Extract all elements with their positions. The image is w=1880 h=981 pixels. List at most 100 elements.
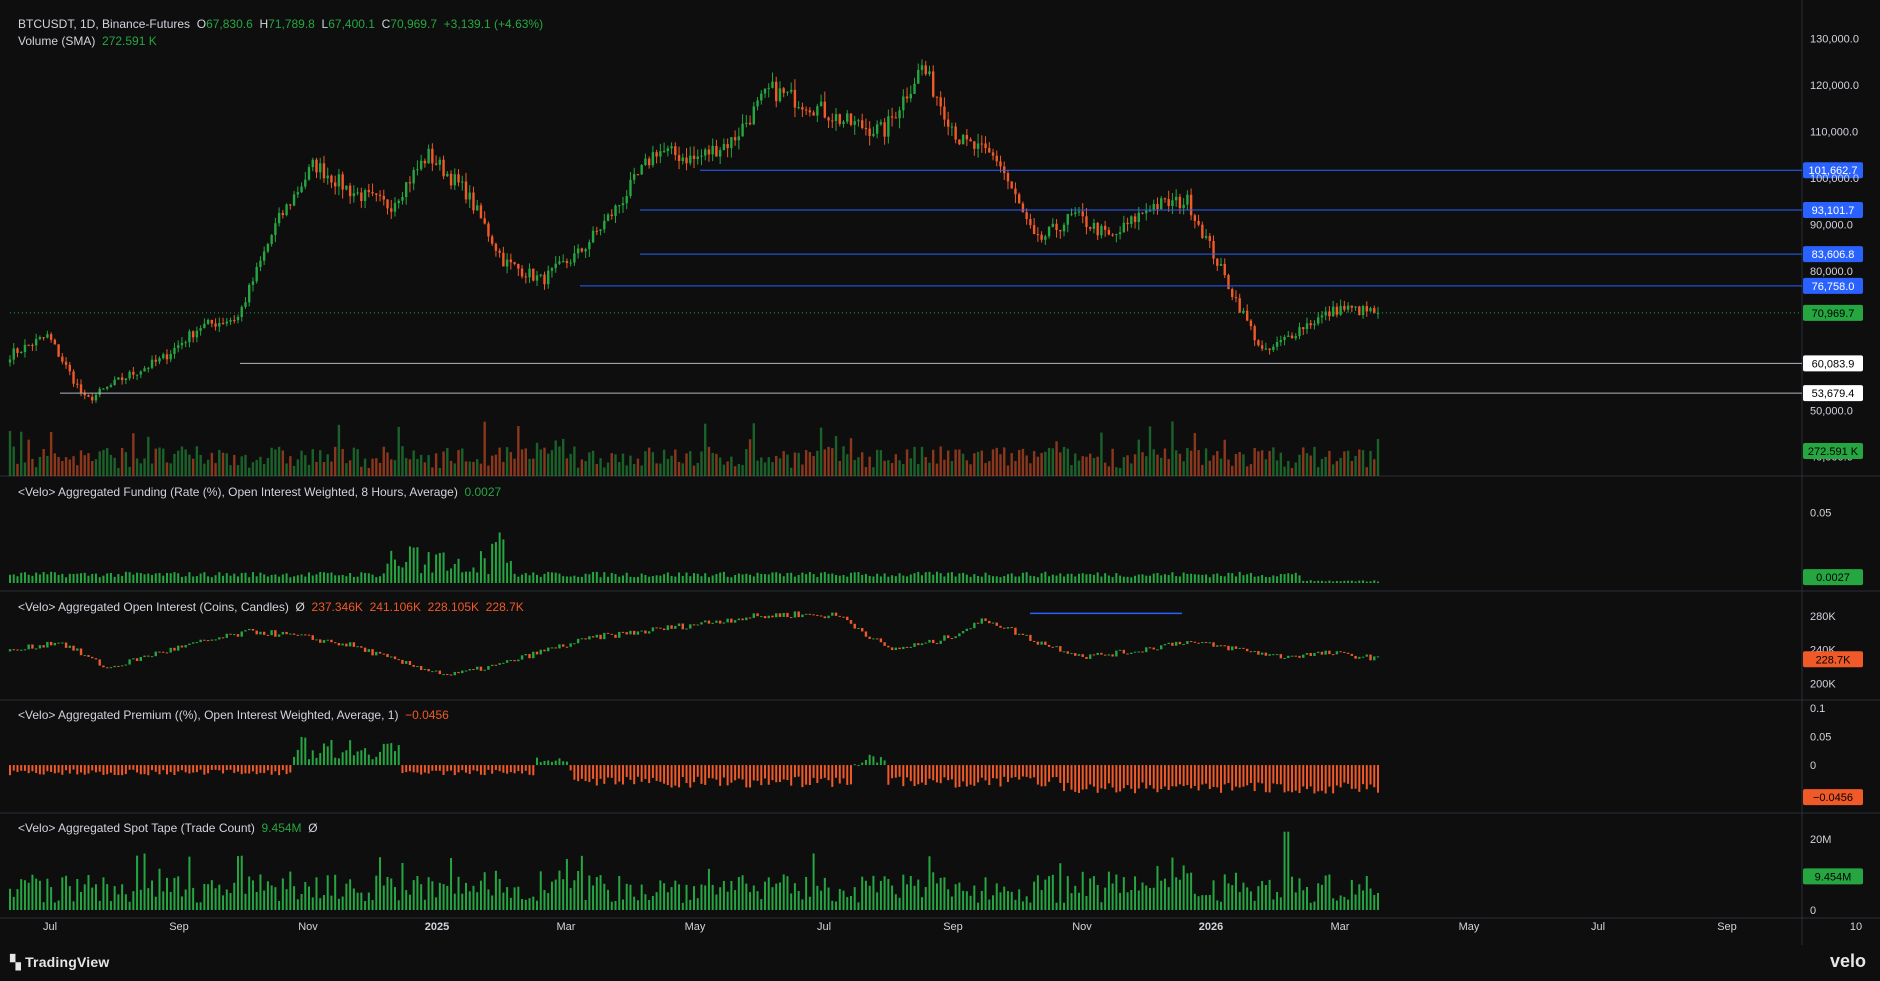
spot-bar — [577, 870, 580, 910]
spot-bar — [1320, 884, 1323, 910]
premium-bar — [1145, 765, 1148, 789]
candle — [625, 190, 628, 210]
funding-bar — [222, 575, 225, 583]
oi-candle — [479, 666, 483, 671]
candle-body — [296, 192, 300, 195]
funding-bar — [1220, 575, 1223, 583]
spot-bar — [465, 882, 467, 910]
candle — [1354, 306, 1357, 311]
spot-bar — [928, 856, 931, 910]
candle-body — [1324, 311, 1327, 316]
volume-bar — [348, 460, 352, 476]
funding-bar — [1122, 576, 1125, 583]
funding-bar — [38, 574, 41, 583]
spot-bar — [1234, 872, 1237, 910]
funding-bar — [749, 574, 752, 583]
candle-body — [285, 204, 288, 216]
time-tick-label: Sep — [943, 921, 963, 933]
oi-candle — [390, 656, 393, 658]
oi-candle — [696, 624, 699, 626]
oi-candle — [610, 633, 613, 635]
oi-candle — [184, 645, 187, 648]
spot-bar — [1167, 887, 1170, 910]
candle-body — [707, 149, 711, 155]
premium-bar — [435, 765, 438, 771]
candle — [932, 65, 935, 98]
candle — [135, 374, 139, 381]
time-tick-label: Jul — [43, 921, 57, 933]
candle-body — [565, 261, 569, 263]
premium-bar — [846, 765, 849, 785]
volume-bar — [1088, 453, 1092, 476]
spot-bar — [106, 884, 109, 910]
oi-candle — [864, 631, 868, 637]
oi-candle — [1313, 652, 1316, 656]
premium-bar — [891, 765, 894, 779]
volume-bar — [1047, 447, 1051, 476]
volume-bar — [244, 454, 247, 476]
funding-bar — [962, 572, 965, 583]
oi-candle — [277, 634, 281, 637]
funding-bar — [801, 572, 804, 583]
candle-body — [640, 164, 643, 175]
premium-bar — [360, 750, 363, 766]
candle-body — [528, 268, 531, 278]
oi-candle — [1152, 647, 1155, 650]
volume-bar — [741, 464, 744, 476]
oi-candle — [483, 669, 486, 671]
close-label: C — [381, 17, 391, 31]
candle — [1182, 198, 1185, 215]
candle-body — [214, 323, 217, 327]
candle-body — [1216, 258, 1219, 266]
premium-bar — [1107, 765, 1110, 784]
oi-candle — [528, 654, 531, 659]
candle-body — [1316, 317, 1320, 324]
spot-bar — [330, 895, 333, 910]
spot-bar — [995, 883, 998, 910]
funding-bar — [891, 575, 894, 583]
premium-bar — [947, 765, 950, 781]
funding-bar — [1036, 577, 1039, 583]
candle — [532, 268, 535, 282]
time-tick-label: Nov — [298, 921, 318, 933]
spot-bar — [984, 877, 987, 910]
premium-bar — [491, 765, 494, 774]
candle — [715, 139, 718, 157]
funding-bar — [192, 576, 195, 583]
candle-body — [969, 139, 972, 142]
premium-bar — [1223, 765, 1226, 785]
funding-bar — [188, 572, 191, 583]
candle — [1017, 192, 1021, 204]
candle — [431, 143, 434, 171]
premium-bar — [9, 765, 11, 776]
candle-body — [8, 359, 12, 363]
funding-bar — [1092, 574, 1095, 583]
candles — [8, 59, 1380, 404]
spot-bar — [693, 886, 695, 910]
candle — [1126, 217, 1129, 232]
oi-candle — [793, 611, 797, 618]
candle-body — [117, 377, 120, 380]
candle — [528, 263, 531, 284]
candle-body — [1320, 315, 1324, 318]
oi-candle — [382, 653, 385, 655]
oi-candle — [57, 642, 60, 644]
oi-candle — [883, 642, 886, 646]
tradingview-logo[interactable]: ▚ TradingView — [10, 954, 109, 971]
spot-bar — [1373, 894, 1376, 910]
premium-bar — [722, 765, 725, 778]
candle — [864, 118, 868, 136]
candle — [23, 339, 27, 358]
candle-body — [864, 128, 868, 130]
funding-bar — [902, 575, 905, 583]
candle-body — [696, 156, 699, 160]
premium-bar — [1287, 765, 1290, 792]
candle-body — [603, 220, 606, 230]
candle-body — [950, 126, 954, 128]
oi-candle — [1178, 641, 1182, 645]
spot-bar — [259, 874, 262, 910]
candle — [946, 111, 950, 136]
level-label-bg — [1803, 277, 1863, 294]
candle-body — [412, 170, 415, 184]
